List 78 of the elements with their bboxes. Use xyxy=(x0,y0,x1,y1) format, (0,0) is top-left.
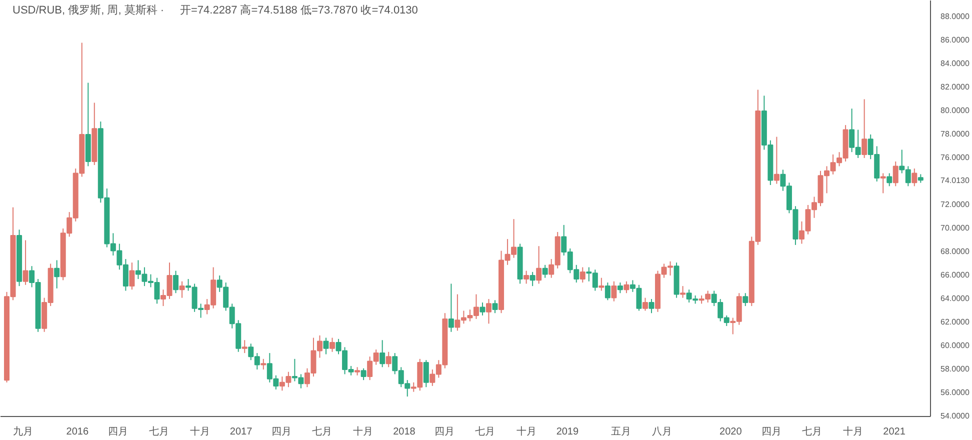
y-tick-label: 70.0000 xyxy=(940,223,970,232)
candlestick xyxy=(530,271,536,287)
x-tick-label: 十月 xyxy=(353,426,374,438)
x-tick-label: 七月 xyxy=(802,426,822,438)
candlestick xyxy=(386,351,392,368)
x-tick-label: 五月 xyxy=(611,426,632,438)
x-tick-label: 2018 xyxy=(393,426,416,438)
x-tick-label: 八月 xyxy=(652,426,672,438)
candlestick xyxy=(524,270,530,284)
x-tick-label: 四月 xyxy=(108,426,128,438)
y-tick-label: 76.0000 xyxy=(940,152,970,162)
y-tick-label: 80.0000 xyxy=(940,106,970,115)
candlestick xyxy=(330,337,336,352)
x-tick-label: 2017 xyxy=(230,426,253,438)
candlestick xyxy=(598,277,604,292)
x-tick-label: 2019 xyxy=(556,426,580,438)
candlestick xyxy=(173,270,179,294)
candlestick xyxy=(611,280,617,302)
candlestick xyxy=(242,340,248,354)
candlestick xyxy=(54,260,60,289)
y-tick-label: 78.0000 xyxy=(940,129,970,138)
candlestick xyxy=(624,280,630,294)
y-tick-label: 54.0000 xyxy=(940,411,970,420)
candlestick xyxy=(486,298,492,324)
x-tick-label: 十月 xyxy=(190,426,210,438)
y-tick-label: 84.0000 xyxy=(940,58,970,68)
candlestick xyxy=(448,283,454,332)
candlestick xyxy=(912,168,918,187)
y-tick-label: 56.0000 xyxy=(940,388,970,397)
x-tick-label: 七月 xyxy=(312,426,332,438)
y-tick-label: 60.0000 xyxy=(940,340,970,350)
x-tick-label: 十月 xyxy=(843,426,864,438)
y-tick-label: 68.0000 xyxy=(940,246,970,256)
y-tick-label: 74.0130 xyxy=(940,176,970,186)
chart-subtitle: 开=74.2287 高=74.5188 低=73.7870 收=74.0130 xyxy=(180,4,418,16)
candlestick xyxy=(323,337,329,355)
candlestick xyxy=(886,172,892,187)
candlestick xyxy=(22,240,28,286)
candlestick xyxy=(742,292,748,307)
y-tick-label: 86.0000 xyxy=(940,35,970,44)
candlestick xyxy=(492,300,498,314)
x-tick-label: 七月 xyxy=(148,426,169,438)
y-tick-label: 64.0000 xyxy=(940,294,970,303)
candlestick xyxy=(862,98,868,158)
candlestick xyxy=(360,368,366,381)
x-tick-label: 四月 xyxy=(761,426,782,438)
candlestick xyxy=(536,246,542,284)
candlestick xyxy=(542,264,548,278)
x-tick-label: 九月 xyxy=(12,426,33,438)
y-tick-label: 62.0000 xyxy=(940,317,970,326)
x-tick-label: 四月 xyxy=(271,426,292,438)
candlestick xyxy=(617,282,623,294)
candlestick xyxy=(380,340,386,368)
x-tick-label: 2021 xyxy=(883,426,906,438)
candlestick xyxy=(892,160,898,187)
candlestick xyxy=(680,286,686,298)
candlestick xyxy=(179,280,185,298)
candlestick xyxy=(774,136,780,184)
candlestick xyxy=(129,262,135,290)
x-tick-label: 2016 xyxy=(66,426,89,438)
candlestick xyxy=(580,266,586,284)
y-tick-label: 58.0000 xyxy=(940,364,970,374)
candlestick xyxy=(260,358,266,370)
candlestick xyxy=(604,282,610,301)
chart-title: USD/RUB, 俄罗斯, 周, 莫斯科 · xyxy=(12,4,164,16)
x-tick-label: 十月 xyxy=(516,426,536,438)
candlestick xyxy=(880,172,886,194)
x-tick-label: 2020 xyxy=(720,426,742,438)
y-tick-label: 82.0000 xyxy=(940,82,970,92)
y-tick-label: 88.0000 xyxy=(940,12,970,21)
y-tick-label: 72.0000 xyxy=(940,200,970,209)
candlestick xyxy=(648,298,654,314)
x-tick-label: 七月 xyxy=(475,426,496,438)
y-tick-label: 66.0000 xyxy=(940,270,970,280)
candlestick xyxy=(480,302,486,316)
candlestick xyxy=(423,360,429,388)
x-tick-label: 四月 xyxy=(434,426,454,438)
candlestick xyxy=(642,297,648,312)
